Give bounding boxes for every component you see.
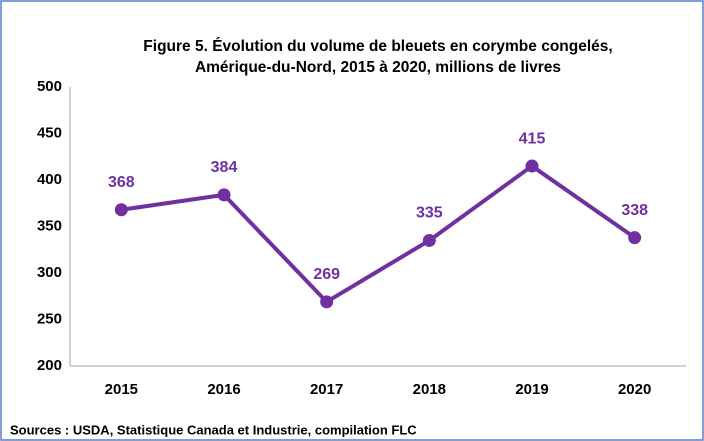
data-label: 335 <box>416 205 443 222</box>
x-tick-label: 2018 <box>413 381 446 398</box>
chart-title: Figure 5. Évolution du volume de bleuets… <box>143 38 612 55</box>
x-tick-label: 2016 <box>207 381 240 398</box>
data-label: 269 <box>313 266 340 283</box>
point <box>525 159 539 173</box>
x-tick-label: 2020 <box>618 381 651 398</box>
point <box>422 233 436 247</box>
x-tick-label: 2017 <box>310 381 343 398</box>
y-tick-label: 350 <box>37 217 62 234</box>
x-tick-label: 2015 <box>105 381 138 398</box>
point <box>320 295 334 309</box>
data-label: 368 <box>108 174 135 191</box>
y-tick-label: 250 <box>37 310 62 327</box>
x-tick-label: 2019 <box>515 381 548 398</box>
point <box>217 188 231 202</box>
data-label: 415 <box>519 130 546 147</box>
y-tick-label: 450 <box>37 124 62 141</box>
point <box>114 203 128 217</box>
data-label: 384 <box>211 159 238 176</box>
y-tick-label: 200 <box>37 357 62 374</box>
point <box>628 231 642 245</box>
source-note: Sources : USDA, Statistique Canada et In… <box>10 422 417 437</box>
chart-title: Amérique-du-Nord, 2015 à 2020, millions … <box>195 59 561 76</box>
y-tick-label: 400 <box>37 171 62 188</box>
y-tick-label: 500 <box>37 78 62 95</box>
line <box>121 164 636 304</box>
y-tick-label: 300 <box>37 264 62 281</box>
data-label: 338 <box>621 202 648 219</box>
